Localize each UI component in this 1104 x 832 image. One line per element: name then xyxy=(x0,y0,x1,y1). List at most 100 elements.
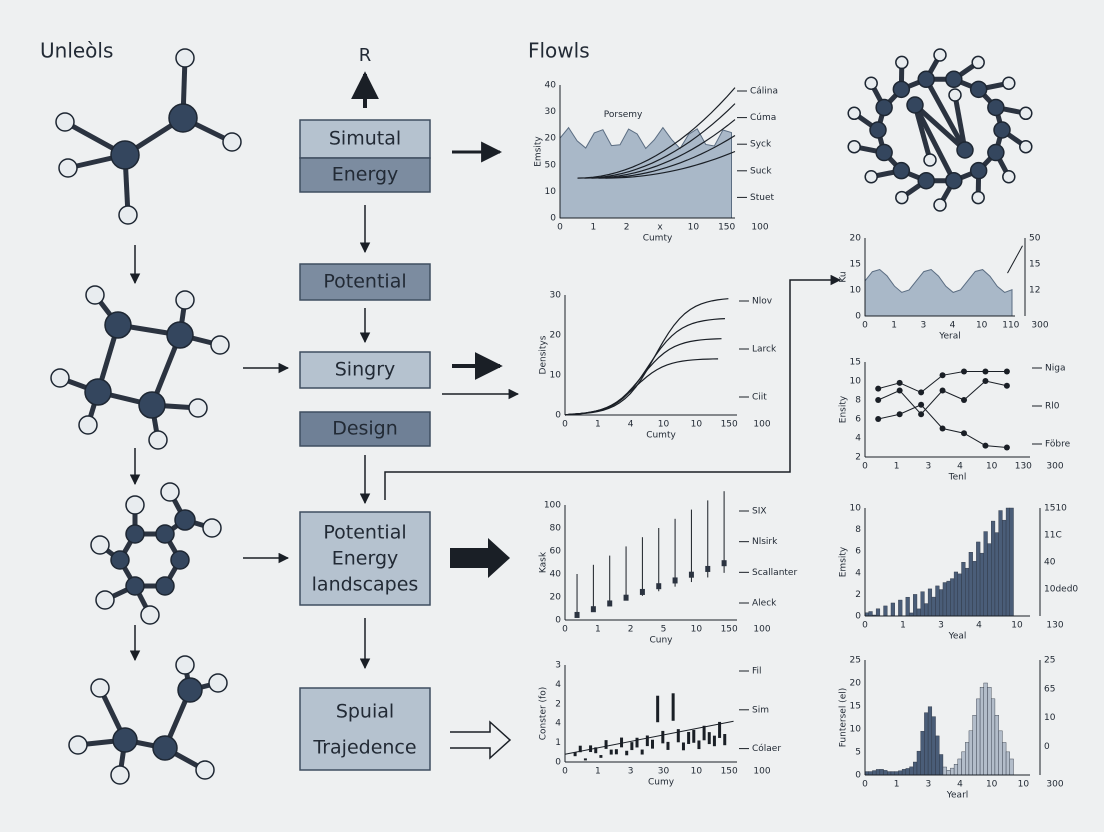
bar xyxy=(661,730,665,744)
bar xyxy=(998,730,1003,776)
y-tick-label: 20 xyxy=(850,234,862,244)
atom xyxy=(118,205,138,225)
bond xyxy=(912,103,957,182)
atom xyxy=(104,311,132,339)
x-tick-label: 3 xyxy=(938,621,944,631)
bar xyxy=(687,731,691,744)
curve xyxy=(577,87,736,179)
bar xyxy=(901,769,907,776)
bar xyxy=(1005,751,1010,776)
x-tick-label: 10 xyxy=(691,420,703,430)
x-tick-label: 1 xyxy=(891,321,897,331)
x-tick-label: 0 xyxy=(862,462,868,472)
atom xyxy=(177,677,203,703)
bar xyxy=(979,687,985,776)
atom xyxy=(140,605,160,625)
y2-tick-label: 0 xyxy=(1044,742,1050,752)
legend-label: Sim xyxy=(752,705,769,715)
dot xyxy=(896,379,903,386)
legend-label: Fil xyxy=(752,667,762,677)
y-tick-label: 0 xyxy=(555,616,561,626)
atom xyxy=(110,765,130,785)
bar xyxy=(599,755,603,758)
y-tick-label: 0 xyxy=(855,771,861,781)
y-tick-label: 30 xyxy=(545,107,557,117)
y-tick-label: 2 xyxy=(555,699,561,709)
curve xyxy=(605,150,736,179)
atom xyxy=(875,143,893,162)
box-label: landscapes xyxy=(312,574,419,596)
bar xyxy=(1009,758,1014,776)
x-tick-label: 10 xyxy=(986,462,998,472)
x-tick-label: 3 xyxy=(920,321,926,331)
x-tick-label: 3 xyxy=(925,462,931,472)
x-axis-label: Yeal xyxy=(948,632,967,642)
bar xyxy=(916,750,921,776)
bar xyxy=(994,532,999,617)
bar xyxy=(935,735,940,776)
y-axis-label: Kask xyxy=(539,551,549,573)
dot xyxy=(939,425,946,432)
x-axis-label: Cuny xyxy=(649,636,673,646)
candle xyxy=(590,606,596,613)
x-tick-label: 110 xyxy=(1002,321,1019,331)
x-tick-label: 1 xyxy=(894,462,900,472)
box xyxy=(299,119,431,159)
bar xyxy=(630,742,634,751)
candle xyxy=(623,594,629,601)
atom xyxy=(956,141,974,159)
legend-label: Niga xyxy=(1045,364,1065,374)
bar xyxy=(723,734,727,746)
legend-label: Cálina xyxy=(750,87,778,97)
header-flow: Flowls xyxy=(528,39,590,63)
bar xyxy=(991,698,996,776)
atom xyxy=(222,132,242,152)
y-tick-label: 2 xyxy=(855,590,861,600)
bar xyxy=(987,543,992,617)
y-tick-label: 40 xyxy=(545,81,557,91)
bar xyxy=(946,770,951,776)
y2-tick-label: 40 xyxy=(1044,558,1056,568)
x-tick-label: 4 xyxy=(976,621,982,631)
bar xyxy=(589,745,593,753)
x-tick-label: 130 xyxy=(1046,621,1063,631)
y-tick-label: 0 xyxy=(555,411,561,421)
y-tick-label: 20 xyxy=(850,679,862,689)
y-tick-label: 0 xyxy=(855,312,861,322)
x-axis-label: Cumty xyxy=(646,431,676,441)
box-label: Simutal xyxy=(329,128,401,150)
y-axis-label: Densitys xyxy=(539,335,549,374)
x-tick-label: 3 xyxy=(628,767,634,777)
box-label: Singry xyxy=(335,359,396,381)
atom xyxy=(112,727,138,753)
x-tick-label: 100 xyxy=(753,420,770,430)
candle xyxy=(705,565,711,572)
trend xyxy=(564,720,734,755)
mini-chart: 10 8 6 4 2 0 1510 11C 40 10ded0 0 1 3 4 10 130 Yeal Emsit… xyxy=(839,504,1079,642)
atom xyxy=(933,48,947,62)
x-tick-label: 300 xyxy=(1046,462,1063,472)
atom xyxy=(1002,170,1016,184)
atom xyxy=(170,550,190,570)
bar xyxy=(965,742,970,776)
x-tick-label: 1 xyxy=(595,625,601,635)
x-tick-label: 0 xyxy=(862,621,868,631)
atom xyxy=(971,55,985,70)
bar xyxy=(909,766,914,776)
dot xyxy=(1003,368,1010,375)
atom xyxy=(160,482,180,502)
atom xyxy=(892,161,911,180)
box-label: Design xyxy=(332,418,398,440)
y-tick-label: 10 xyxy=(545,187,557,197)
box xyxy=(299,263,431,301)
bar xyxy=(883,605,888,617)
curve xyxy=(598,135,736,179)
bar xyxy=(976,698,981,776)
dot xyxy=(896,411,903,418)
y2-tick-label: 11C xyxy=(1044,531,1062,541)
atom xyxy=(1019,139,1033,154)
bar xyxy=(942,582,947,617)
atom xyxy=(875,98,893,117)
bond xyxy=(924,78,968,152)
